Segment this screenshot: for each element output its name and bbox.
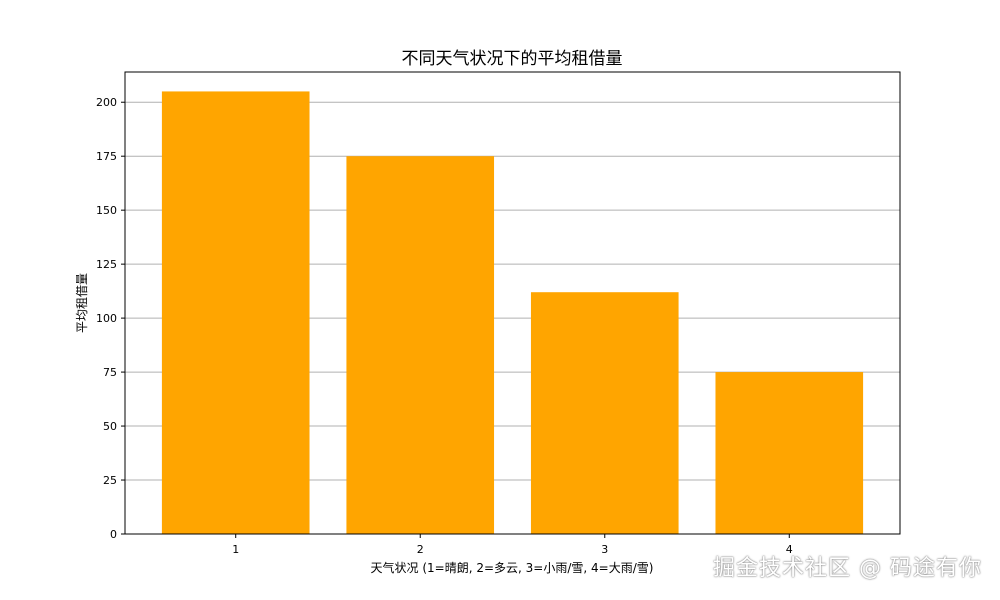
y-axis-label: 平均租借量 <box>75 273 89 333</box>
bar <box>161 91 310 535</box>
watermark: 掘金技术社区 @ 码途有你 <box>713 556 982 581</box>
y-tick-label: 0 <box>110 528 117 541</box>
bar <box>346 156 495 534</box>
x-tick-label: 3 <box>601 543 608 556</box>
y-tick-label: 75 <box>103 366 117 379</box>
y-tick-label: 100 <box>96 312 117 325</box>
plot-area-frame <box>124 71 901 535</box>
x-axis-label: 天气状况 (1=晴朗, 2=多云, 3=小雨/雪, 4=大雨/雪) <box>371 560 654 575</box>
x-axis-ticks: 1 2 3 4 <box>232 534 793 556</box>
bars <box>161 91 864 535</box>
y-tick-label: 175 <box>96 150 117 163</box>
y-tick-label: 125 <box>96 258 117 271</box>
bar <box>530 292 679 534</box>
y-tick-label: 25 <box>103 474 117 487</box>
chart-title: 不同天气状况下的平均租借量 <box>402 49 623 69</box>
bar <box>715 372 864 534</box>
x-tick-label: 4 <box>786 543 793 556</box>
y-tick-label: 200 <box>96 96 117 109</box>
y-axis-ticks: 0 25 50 75 100 125 150 175 200 <box>96 96 125 541</box>
y-tick-label: 50 <box>103 420 117 433</box>
x-tick-label: 1 <box>232 543 239 556</box>
y-tick-label: 150 <box>96 204 117 217</box>
x-tick-label: 2 <box>417 543 424 556</box>
